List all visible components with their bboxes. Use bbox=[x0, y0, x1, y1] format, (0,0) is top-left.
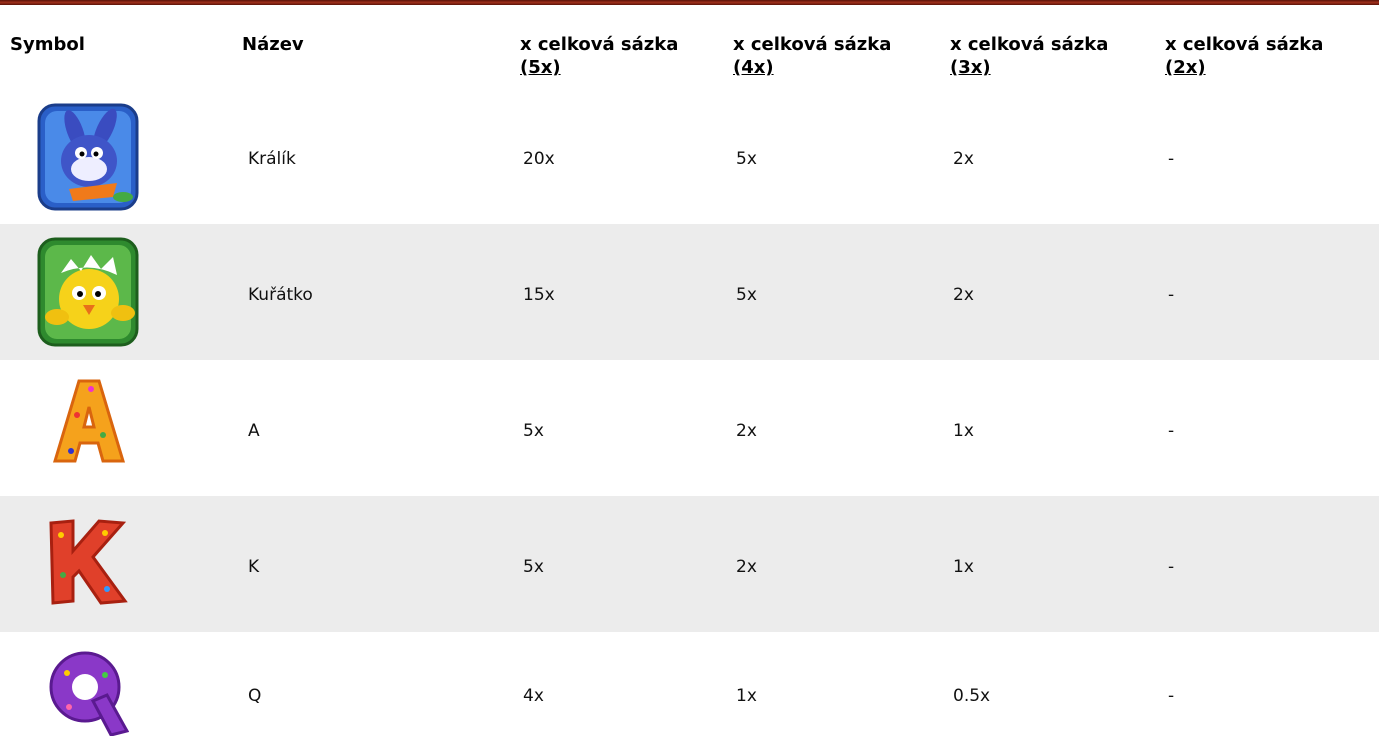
header-cell: x celková sázka (4x) bbox=[733, 33, 891, 79]
name-cell: Q bbox=[248, 686, 262, 706]
letter-a-icon bbox=[52, 379, 126, 463]
header-cell: x celková sázka (2x) bbox=[1165, 33, 1323, 79]
table-row: Kuřátko 15x 5x 2x - bbox=[0, 224, 1379, 360]
payout-cell: 15x bbox=[523, 285, 555, 305]
header-cell: Název bbox=[242, 34, 304, 55]
chick-icon bbox=[37, 237, 139, 347]
payout-cell: 2x bbox=[736, 421, 757, 441]
letter-q-icon bbox=[49, 651, 129, 736]
payout-cell: 2x bbox=[953, 149, 974, 169]
payout-cell: 5x bbox=[736, 285, 757, 305]
payout-cell: 1x bbox=[953, 557, 974, 577]
payout-cell: 5x bbox=[523, 557, 544, 577]
top-border bbox=[0, 0, 1379, 5]
rabbit-icon bbox=[37, 103, 139, 211]
name-cell: Králík bbox=[248, 149, 296, 169]
payout-cell: 5x bbox=[736, 149, 757, 169]
name-cell: Kuřátko bbox=[248, 285, 313, 305]
payout-cell: 4x bbox=[523, 686, 544, 706]
payout-cell: 5x bbox=[523, 421, 544, 441]
table-row: A 5x 2x 1x - bbox=[0, 360, 1379, 496]
payout-cell: - bbox=[1168, 557, 1175, 577]
table-row: Q 4x 1x 0.5x - bbox=[0, 632, 1379, 736]
header-sub: (5x) bbox=[520, 57, 561, 78]
header-line: x celková sázka bbox=[520, 34, 679, 55]
payout-cell: 2x bbox=[736, 557, 757, 577]
table-row: K 5x 2x 1x - bbox=[0, 496, 1379, 632]
header-sub: (3x) bbox=[950, 57, 991, 78]
header-line: x celková sázka bbox=[950, 34, 1109, 55]
name-cell: A bbox=[248, 421, 260, 441]
header-sub: (2x) bbox=[1165, 57, 1206, 78]
header-sub: (4x) bbox=[733, 57, 774, 78]
payout-cell: 0.5x bbox=[953, 686, 991, 706]
payout-cell: - bbox=[1168, 285, 1175, 305]
header-cell: Symbol bbox=[10, 34, 85, 55]
payout-cell: - bbox=[1168, 421, 1175, 441]
header-line: x celková sázka bbox=[1165, 34, 1324, 55]
table-row: Králík 20x 5x 2x - bbox=[0, 88, 1379, 224]
payout-cell: 1x bbox=[736, 686, 757, 706]
payout-cell: 2x bbox=[953, 285, 974, 305]
header-cell: x celková sázka (3x) bbox=[950, 33, 1108, 79]
payout-cell: - bbox=[1168, 149, 1175, 169]
name-cell: K bbox=[248, 557, 260, 577]
payout-cell: 1x bbox=[953, 421, 974, 441]
payout-cell: 20x bbox=[523, 149, 555, 169]
payout-cell: - bbox=[1168, 686, 1175, 706]
letter-k-icon bbox=[49, 519, 128, 605]
header-cell: x celková sázka (5x) bbox=[520, 33, 678, 79]
header-line: x celková sázka bbox=[733, 34, 892, 55]
